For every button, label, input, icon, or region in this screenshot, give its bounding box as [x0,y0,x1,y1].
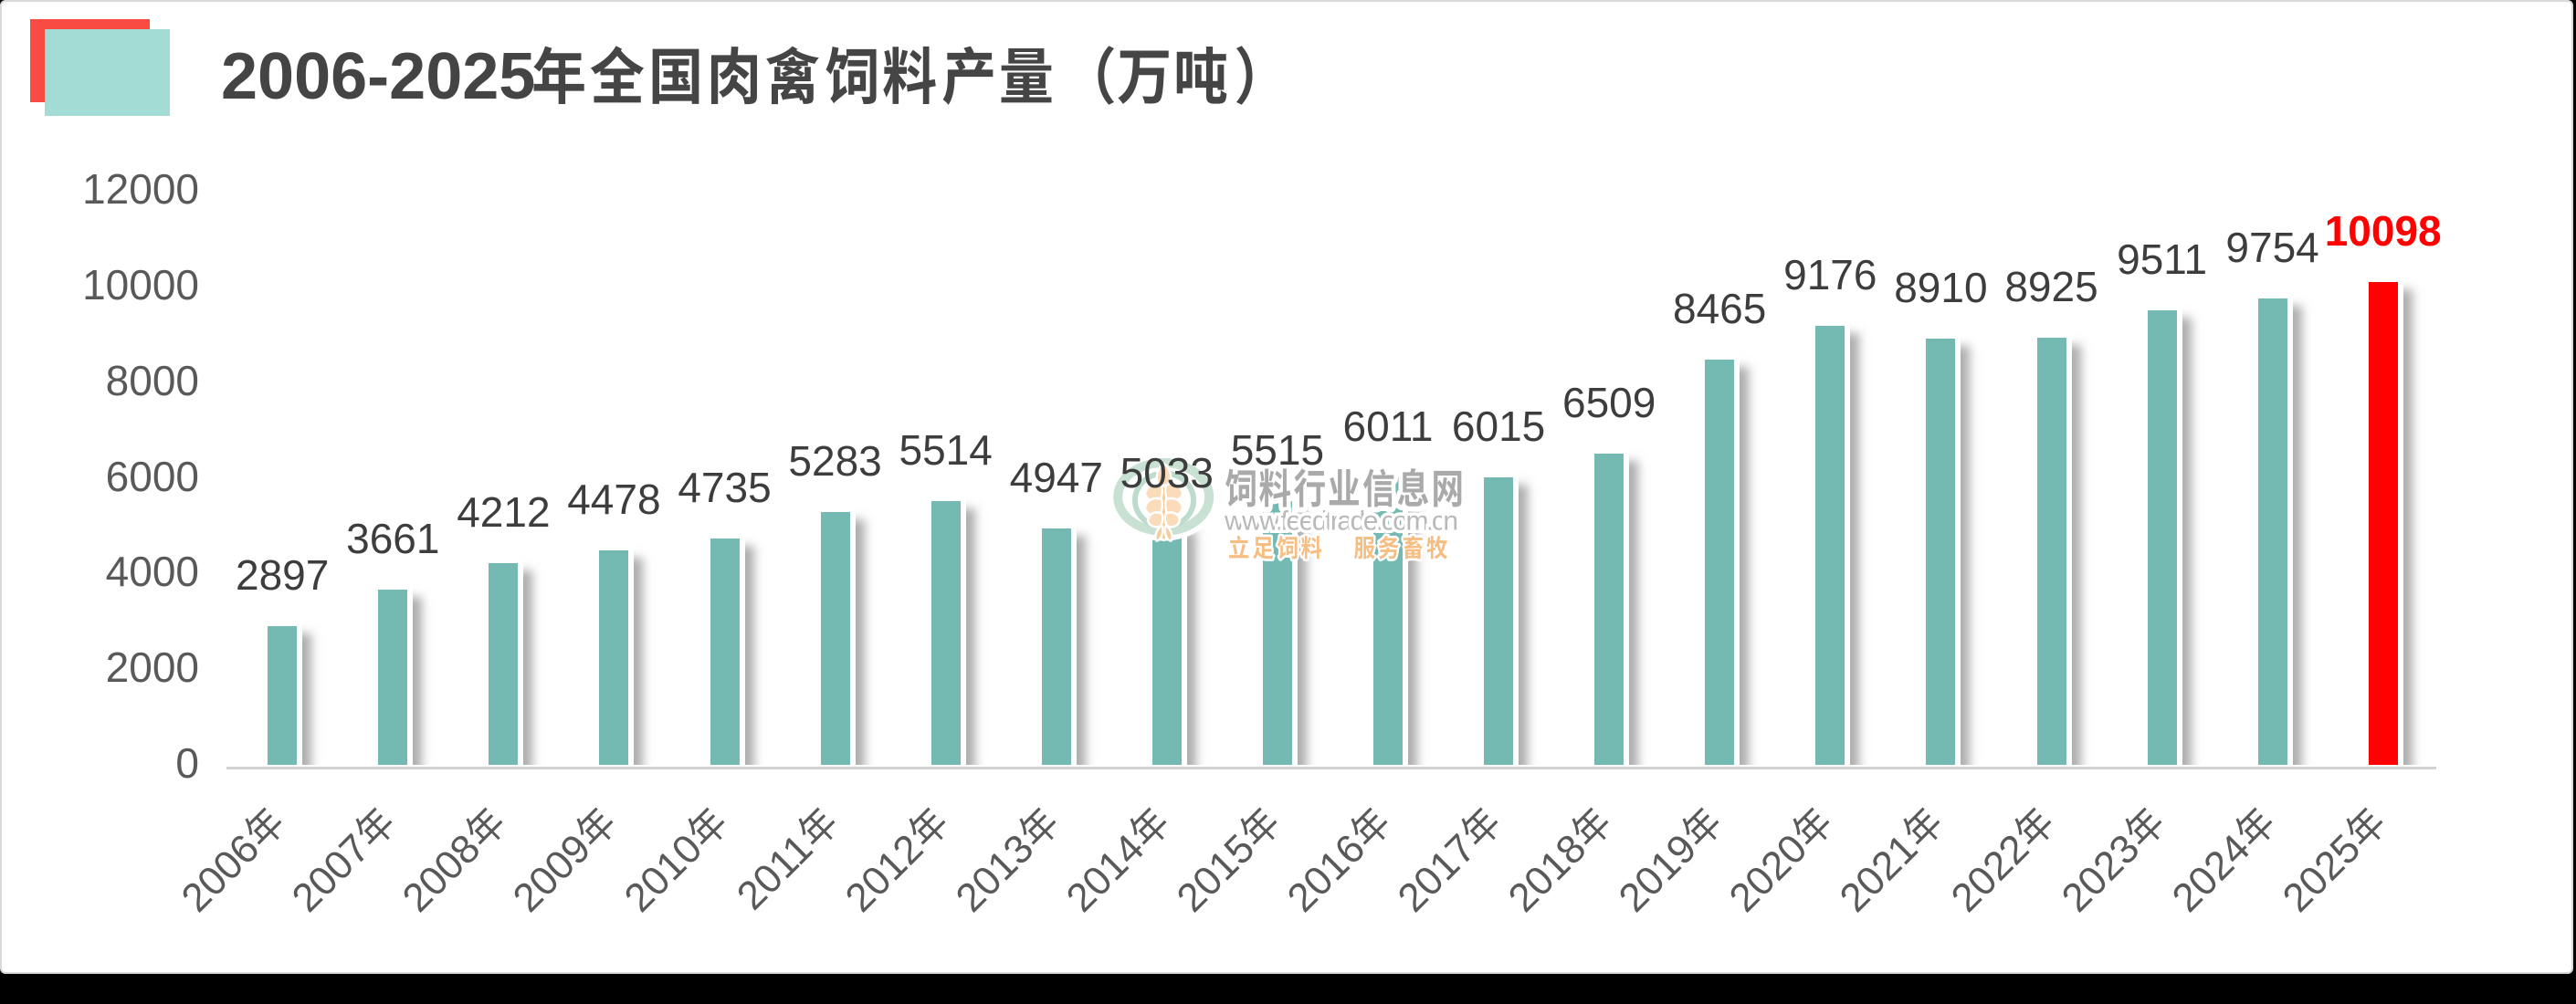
svg-text:www.feedtrade.com.cn: www.feedtrade.com.cn [1224,507,1458,537]
svg-text:2006-2025: 2006-2025 [221,40,535,113]
